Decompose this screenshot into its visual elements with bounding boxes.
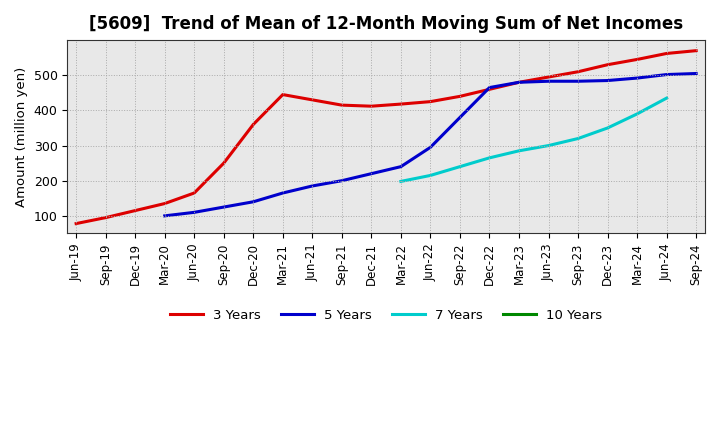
Y-axis label: Amount (million yen): Amount (million yen)	[15, 66, 28, 207]
Title: [5609]  Trend of Mean of 12-Month Moving Sum of Net Incomes: [5609] Trend of Mean of 12-Month Moving …	[89, 15, 683, 33]
Legend: 3 Years, 5 Years, 7 Years, 10 Years: 3 Years, 5 Years, 7 Years, 10 Years	[164, 304, 608, 327]
